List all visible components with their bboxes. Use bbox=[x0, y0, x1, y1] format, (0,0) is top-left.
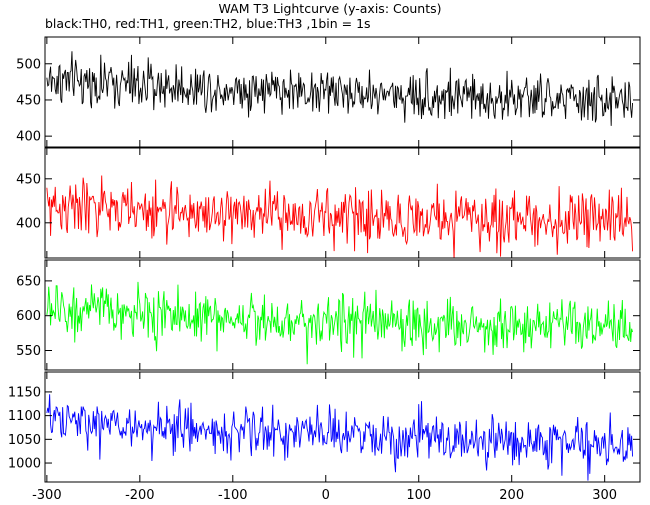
chart-title: WAM T3 Lightcurve (y-axis: Counts) bbox=[218, 1, 441, 16]
x-axis: -300 -200 -100 0 100 200 300 bbox=[32, 488, 617, 503]
panel-frame bbox=[44, 259, 641, 371]
series-line-th1 bbox=[46, 175, 634, 258]
panel-th1: 400 450 bbox=[16, 147, 641, 259]
panel-frame bbox=[44, 147, 641, 259]
x-tick-label: 0 bbox=[322, 488, 330, 503]
chart-subtitle: black:TH0, red:TH1, green:TH2, blue:TH3 … bbox=[45, 16, 371, 31]
x-tick-label: -300 bbox=[32, 488, 62, 503]
panel-frame bbox=[44, 36, 641, 148]
y-tick-label: 450 bbox=[16, 93, 41, 108]
y-tick-label: 400 bbox=[16, 130, 41, 145]
y-tick-label: 450 bbox=[16, 172, 41, 187]
series-line-th2 bbox=[46, 281, 633, 365]
y-tick-label: 1100 bbox=[8, 409, 41, 424]
y-tick-label: 400 bbox=[16, 216, 41, 231]
y-tick-label: 500 bbox=[16, 57, 41, 72]
y-tick-label: 1150 bbox=[8, 385, 41, 400]
y-tick-label: 600 bbox=[16, 309, 41, 324]
x-tick-label: 200 bbox=[499, 488, 524, 503]
panel-frame bbox=[44, 371, 641, 483]
y-tick-label: 1050 bbox=[8, 433, 41, 448]
series-line-th3 bbox=[46, 394, 634, 481]
panel-th3: 1000 1050 1100 1150 bbox=[8, 371, 641, 483]
x-tick-label: 100 bbox=[406, 488, 431, 503]
y-tick-label: 650 bbox=[16, 274, 41, 289]
x-tick-label: -200 bbox=[125, 488, 155, 503]
chart-panels: 400 450 500 400 450 550 600 650 1000 1050 1100 1150 bbox=[8, 36, 641, 483]
series-line-th0 bbox=[46, 51, 634, 126]
x-tick-label: -100 bbox=[218, 488, 248, 503]
x-tick-label: 300 bbox=[592, 488, 617, 503]
panel-th0: 400 450 500 bbox=[16, 36, 641, 148]
y-tick-label: 550 bbox=[16, 344, 41, 359]
y-tick-label: 1000 bbox=[8, 457, 41, 472]
panel-th2: 550 600 650 bbox=[16, 259, 641, 371]
